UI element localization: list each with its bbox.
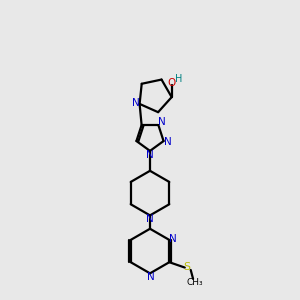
Text: N: N: [158, 117, 166, 127]
Text: H: H: [175, 74, 182, 84]
Text: N: N: [147, 272, 154, 282]
Text: CH₃: CH₃: [186, 278, 203, 287]
Text: N: N: [146, 150, 154, 160]
Text: N: N: [164, 136, 172, 147]
Text: N: N: [132, 98, 139, 108]
Text: N: N: [169, 234, 177, 244]
Text: S: S: [183, 262, 190, 272]
Text: O: O: [168, 77, 176, 88]
Text: N: N: [146, 214, 154, 224]
